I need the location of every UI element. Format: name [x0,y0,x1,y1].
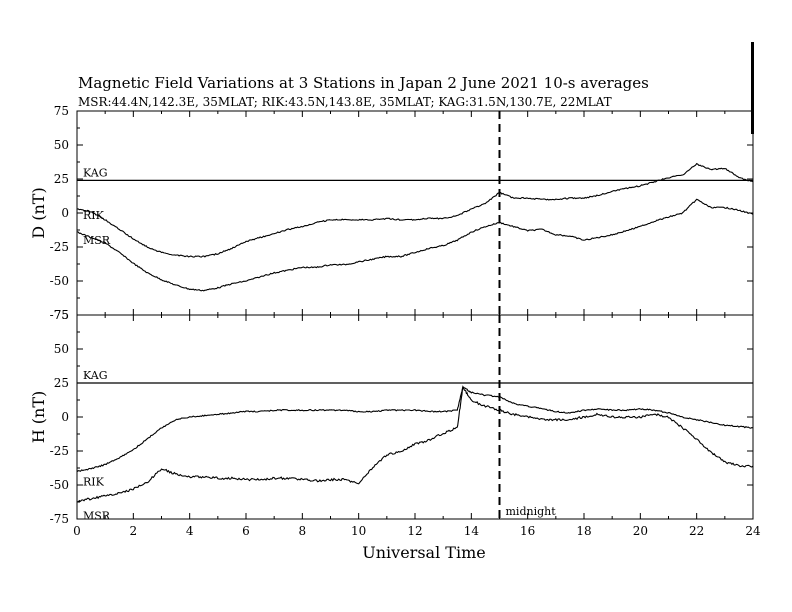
top-panel-frame [76,110,754,316]
series-label-rik: RIK [83,475,105,488]
top-ylabel: D (nT) [29,187,48,238]
y-tick-label: -50 [50,478,69,492]
x-tick-label: 0 [73,524,81,538]
x-tick-label: 24 [745,524,761,538]
bottom-ylabel: H (nT) [29,391,48,444]
series-label-msr: MSR [83,509,111,522]
bottom-panel-frame [76,314,754,520]
chart-subtitle: MSR:44.4N,142.3E, 35MLAT; RIK:43.5N,143.… [78,95,612,109]
x-axis-label: Universal Time [362,543,485,562]
series-label-msr: MSR [83,234,111,247]
x-tick-label: 4 [186,524,194,538]
y-tick-label: 50 [54,138,69,152]
x-tick-label: 2 [130,524,138,538]
y-tick-label: 0 [61,206,69,220]
x-tick-label: 10 [351,524,366,538]
series-line-msr [76,385,754,503]
series-line-rik [76,386,754,473]
y-tick-label: 75 [54,308,69,322]
y-tick-label: -75 [50,308,69,322]
y-tick-label: -25 [50,240,69,254]
series-label-kag: KAG [83,369,108,382]
y-tick-label: 75 [54,104,69,118]
midnight-annotation: midnight [506,505,557,518]
edge-marker [751,42,754,134]
chart-title: Magnetic Field Variations at 3 Stations … [78,74,649,92]
x-tick-label: 14 [464,524,480,538]
x-tick-label: 8 [299,524,307,538]
top-panel-d-component: 75 50 25 0 -25 -50 -75 KAG RIK MSR [50,104,754,322]
series-label-kag: KAG [83,166,108,179]
x-tick-label: 20 [633,524,648,538]
y-tick-label: 50 [54,342,69,356]
x-tick-label: 12 [407,524,422,538]
x-tick-label: 16 [520,524,535,538]
y-tick-label: 0 [61,410,69,424]
x-tick-label: 22 [689,524,704,538]
series-line-rik [77,162,754,258]
y-tick-label: -25 [50,444,69,458]
series-label-rik: RIK [83,209,105,222]
x-tick-label: 18 [576,524,591,538]
x-tick-label: 6 [242,524,250,538]
series-line-msr [76,198,754,292]
y-tick-label: -50 [50,274,69,288]
y-tick-label: 25 [54,172,69,186]
y-tick-label: -75 [50,512,69,526]
y-tick-label: 25 [54,376,69,390]
